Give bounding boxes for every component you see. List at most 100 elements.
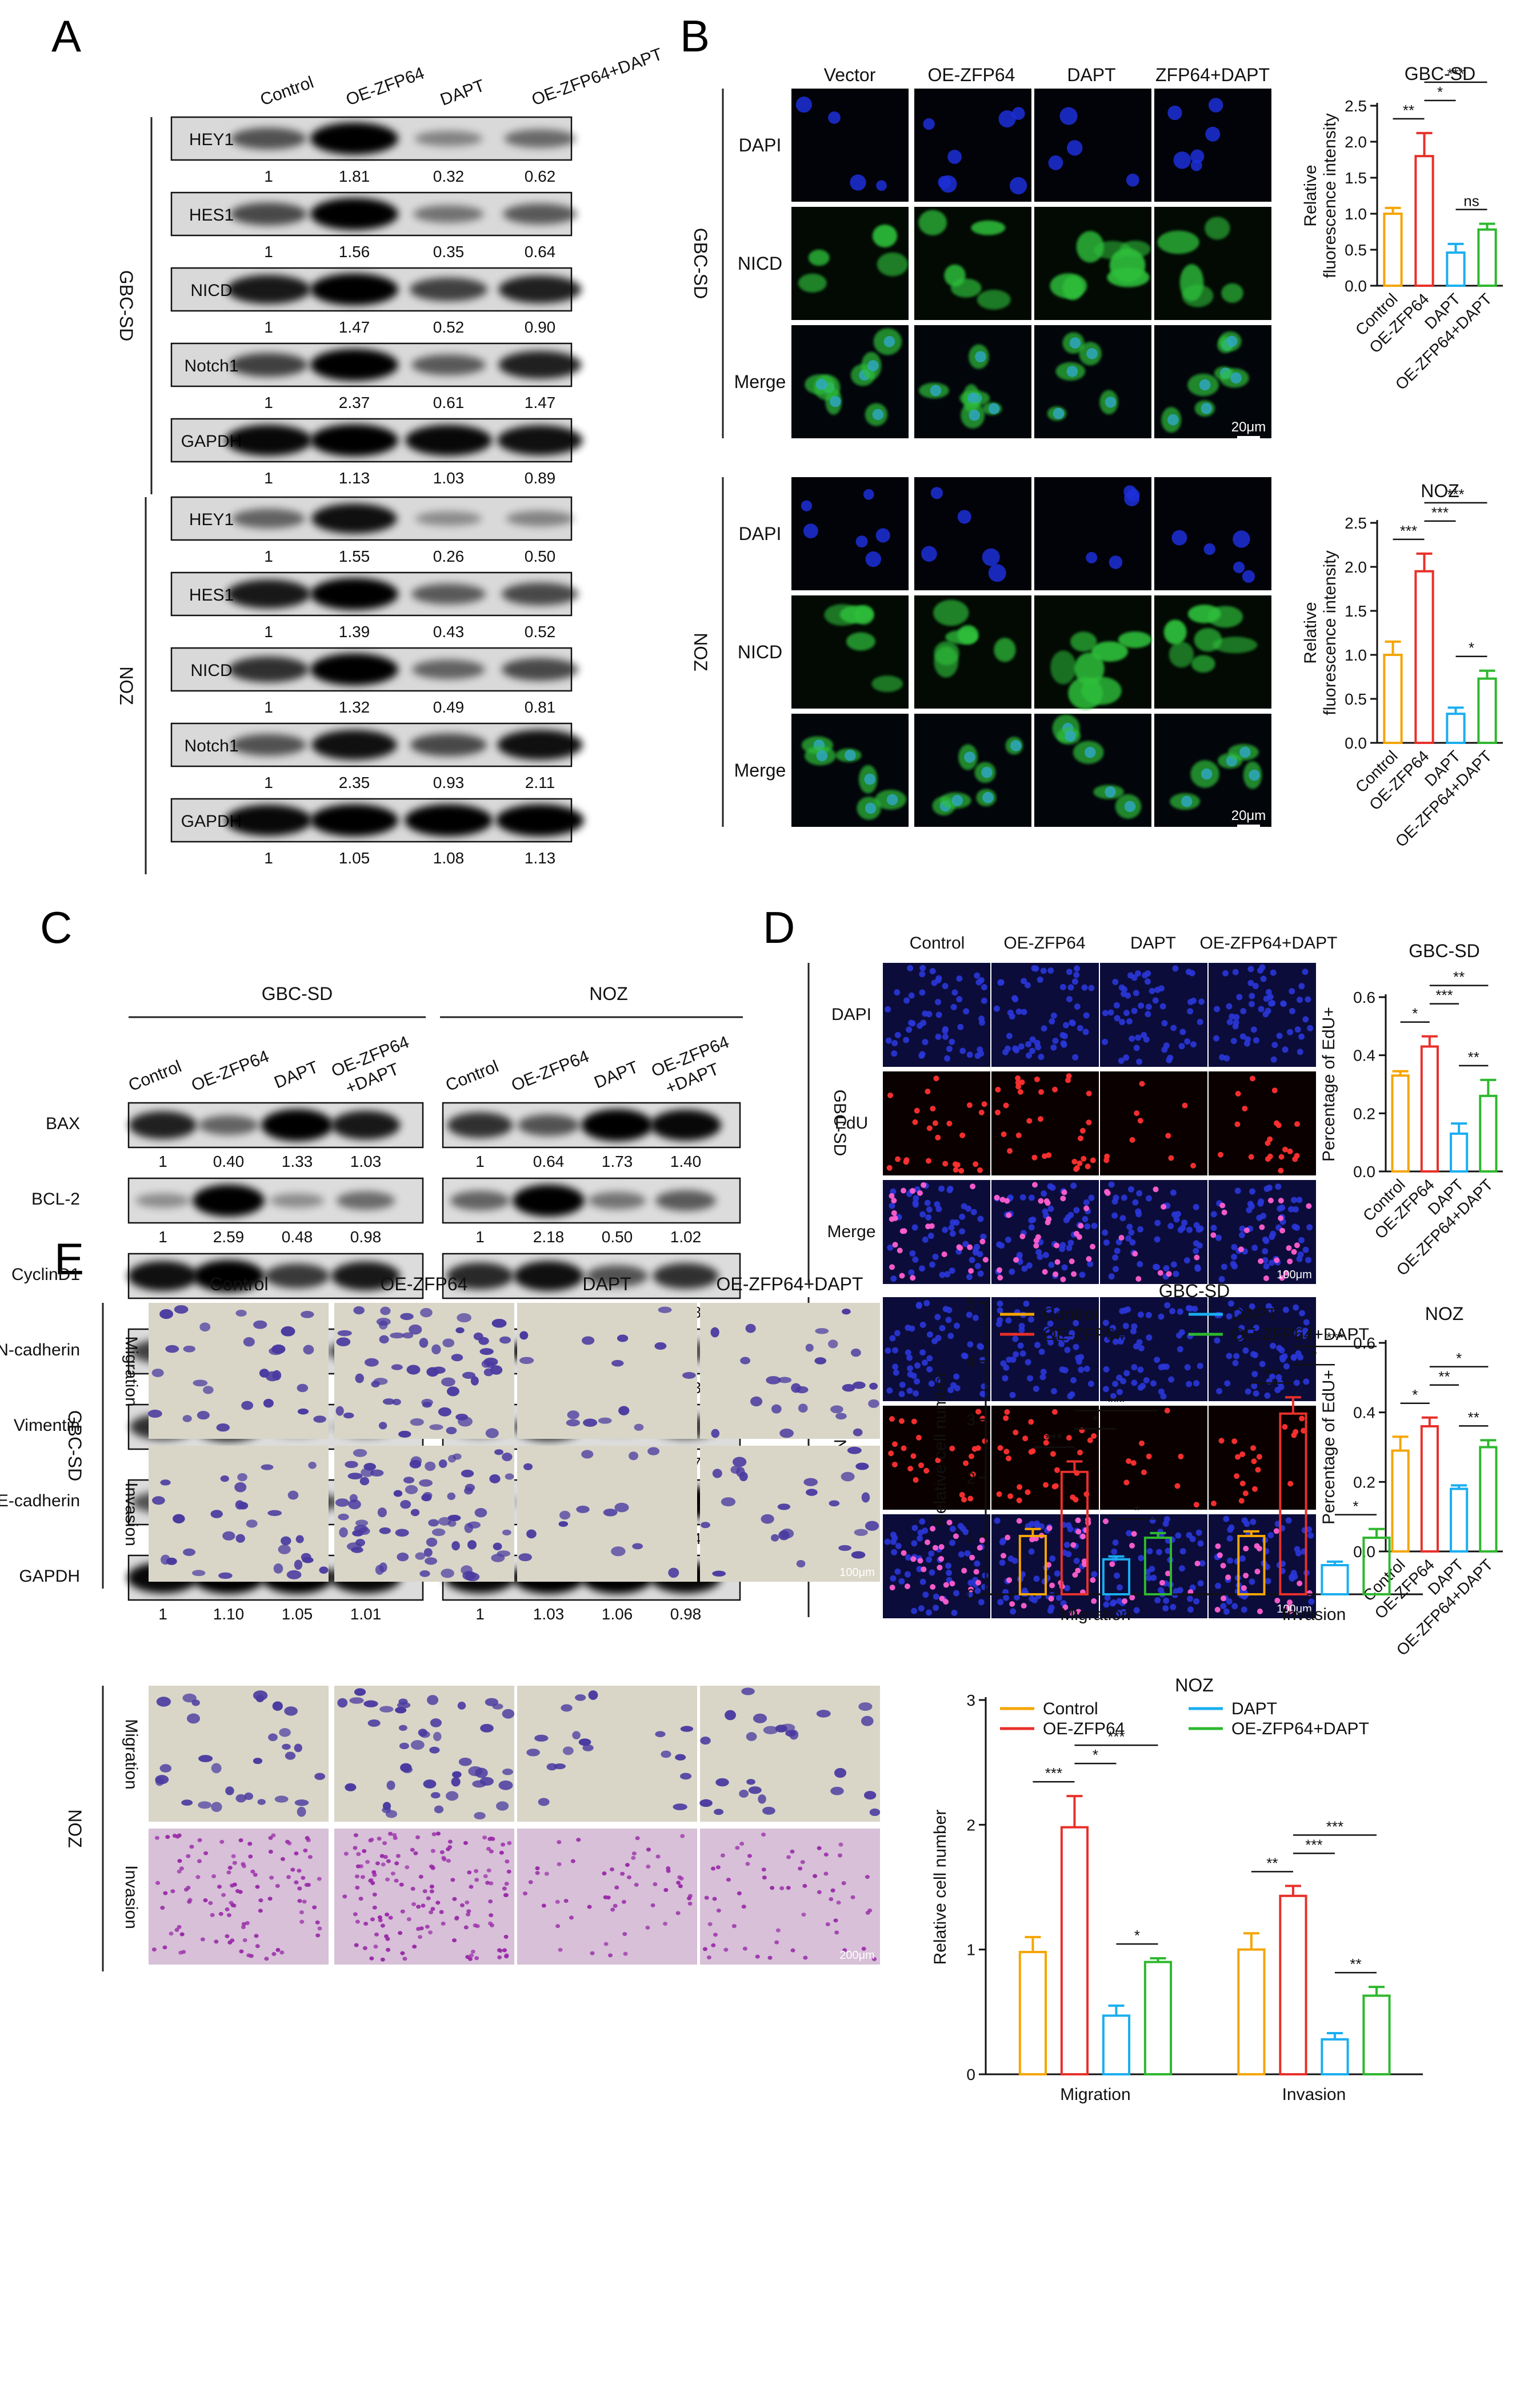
edu-positive-nucleus (1071, 1158, 1078, 1165)
protein-band (415, 511, 482, 526)
significance-label: *** (1400, 522, 1417, 539)
edu-positive-nucleus (1006, 1577, 1013, 1583)
stained-cell (869, 1382, 878, 1390)
edu-positive-nucleus (1235, 1091, 1241, 1097)
nucleus (1178, 1565, 1185, 1572)
stained-cell (208, 1901, 213, 1905)
stained-cell (234, 1482, 247, 1493)
micrograph-tile (334, 1446, 514, 1582)
stained-cell (415, 1552, 426, 1560)
stained-cell (748, 1786, 762, 1794)
nucleus (1302, 1327, 1309, 1334)
edu-positive-nucleus (1217, 1552, 1223, 1558)
edu-positive-nucleus (975, 1409, 982, 1415)
nucleus (1194, 1264, 1201, 1271)
nucleus (1015, 1008, 1022, 1015)
nucleus (1249, 993, 1255, 999)
y-tick-label: 0.5 (1345, 690, 1367, 708)
edu-positive-nucleus (1076, 1234, 1082, 1240)
edu-positive-nucleus (1157, 1270, 1163, 1276)
nucleus (944, 1271, 951, 1278)
nucleus (899, 1381, 906, 1388)
nucleus (1017, 1342, 1024, 1349)
micrograph-tile (914, 207, 1031, 320)
nucleus (957, 1522, 964, 1529)
edu-positive-nucleus (1294, 1242, 1300, 1249)
significance-label: ** (1438, 1368, 1450, 1385)
nucleus (1126, 173, 1139, 187)
edu-positive-nucleus (996, 1491, 1002, 1497)
edu-positive-nucleus (1166, 1271, 1172, 1277)
stained-cell (216, 1423, 230, 1432)
nucleus (1158, 1313, 1165, 1320)
densitometry-value: 0.26 (433, 547, 465, 565)
micrograph-background (334, 1446, 514, 1582)
nucleus (1162, 1605, 1169, 1611)
stained-cell (356, 1852, 361, 1857)
edu-positive-nucleus (1019, 1233, 1026, 1239)
edu-positive-nucleus (1159, 1579, 1165, 1586)
edu-positive-nucleus (1075, 1529, 1082, 1535)
panel-label-c: C (40, 902, 72, 953)
stained-cell (470, 1376, 479, 1386)
stained-cell (363, 1700, 378, 1707)
nucleus (1027, 1375, 1034, 1382)
nucleus (1128, 1229, 1135, 1236)
stained-cell (313, 1415, 326, 1423)
protein-band (411, 354, 486, 375)
stained-cell (466, 1909, 471, 1914)
nucleus (1132, 1199, 1139, 1206)
nucleus (946, 1569, 953, 1576)
nucleus (1069, 1330, 1075, 1337)
nucleus (1193, 1380, 1200, 1387)
stained-cell (715, 1865, 721, 1870)
densitometry-value: 1.02 (670, 1228, 702, 1246)
edu-positive-nucleus (958, 1167, 965, 1174)
significance-label: *** (1305, 1836, 1322, 1853)
edu-positive-nucleus (1009, 1601, 1015, 1607)
nucleus (1189, 1584, 1196, 1591)
protein-band (310, 424, 398, 457)
stained-cell (370, 1469, 384, 1477)
densitometry-value: 1.05 (282, 1605, 313, 1623)
stained-cell (451, 1541, 460, 1551)
nucleus (1014, 1594, 1021, 1601)
nucleus (994, 1517, 1001, 1524)
protein-band (193, 1260, 265, 1292)
stained-cell (336, 1337, 351, 1347)
stained-cell (841, 1881, 846, 1885)
stained-cell (661, 1750, 671, 1758)
legend-label: OE-ZFP64+DAPT (1231, 1325, 1369, 1344)
densitometry-value: 0.64 (525, 243, 556, 261)
nucleus (1281, 1353, 1288, 1360)
chart-title: NOZ (1425, 1303, 1464, 1324)
nucleus (1237, 1335, 1243, 1342)
bar (1391, 1074, 1410, 1173)
nucleus (1059, 107, 1078, 125)
stained-cell (353, 1846, 358, 1850)
stained-cell (379, 1527, 391, 1534)
protein-band (503, 203, 577, 225)
y-tick-label: 2.0 (1345, 133, 1367, 151)
protein-band (653, 1263, 719, 1289)
nucleus (1133, 1343, 1139, 1350)
nucleus (998, 979, 1005, 986)
edu-positive-nucleus (892, 1242, 898, 1248)
micrograph-tile (517, 1686, 697, 1822)
edu-positive-nucleus (1066, 1073, 1072, 1079)
nucleus (1047, 967, 1054, 974)
edu-positive-nucleus (932, 1545, 938, 1551)
nucleus (907, 1365, 914, 1372)
edu-positive-nucleus (938, 1544, 945, 1550)
stained-cell (299, 1910, 304, 1915)
y-tick-label: 1.0 (1345, 646, 1367, 664)
edu-positive-nucleus (1291, 1432, 1297, 1438)
nucleus (918, 1605, 925, 1612)
edu-positive-nucleus (997, 1274, 1003, 1281)
nucleus (1088, 985, 1095, 991)
stained-cell (435, 1831, 441, 1836)
densitometry-value: 1 (158, 1153, 167, 1170)
stained-cell (303, 1848, 308, 1853)
row-label: Invasion (122, 1865, 141, 1929)
